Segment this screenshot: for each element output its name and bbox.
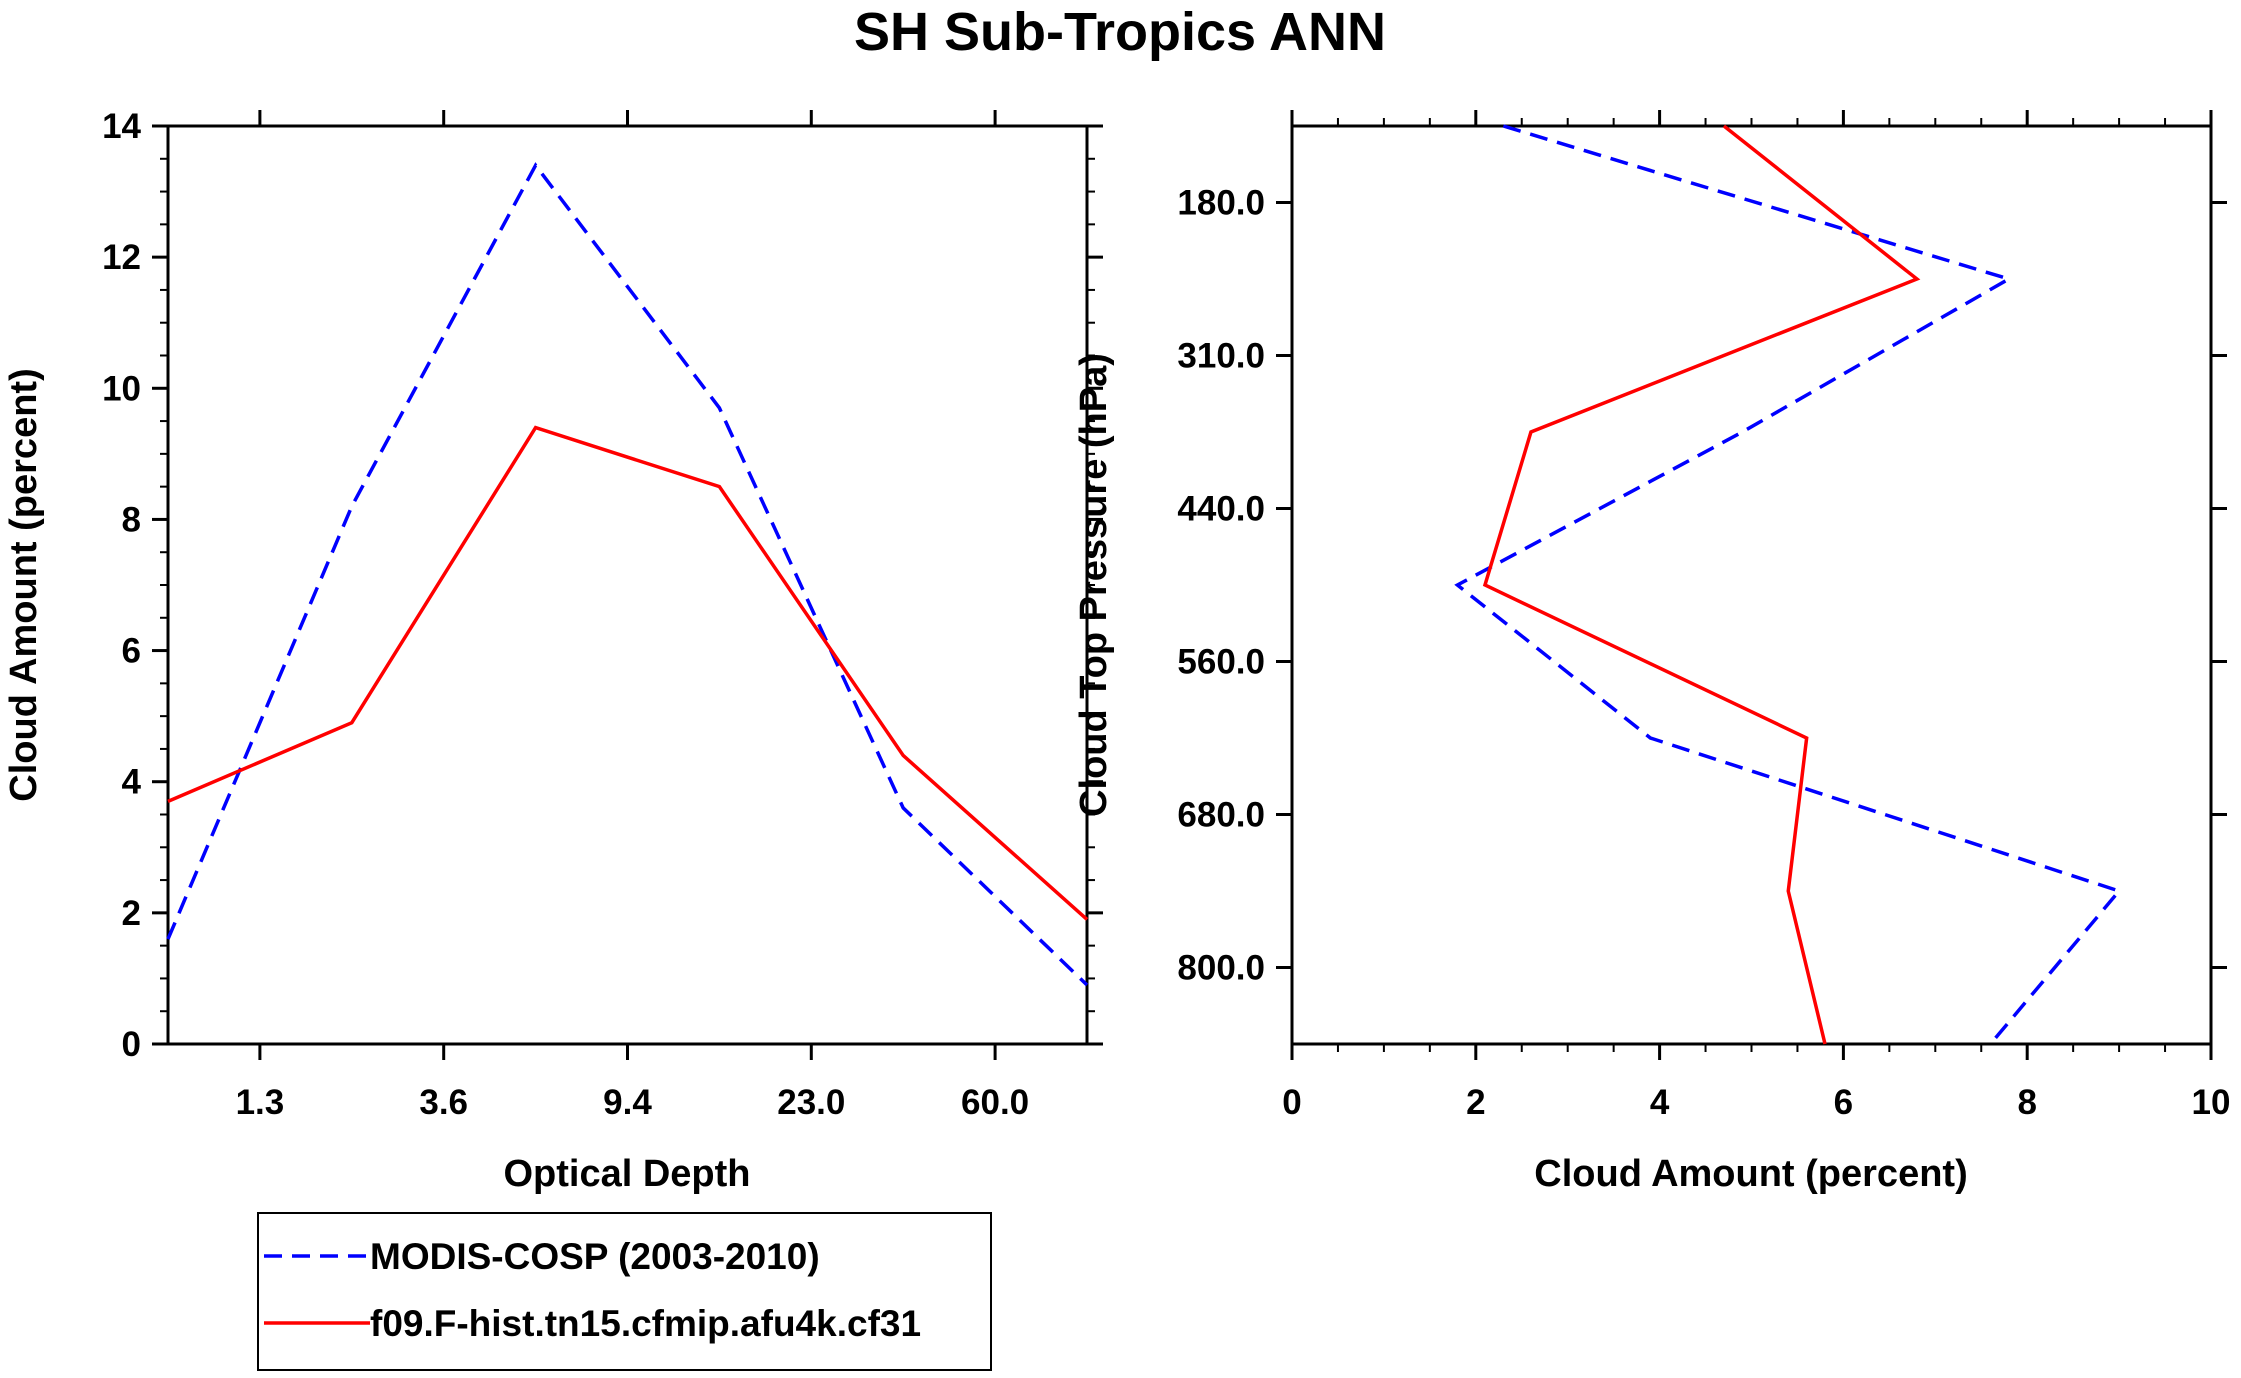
- left-ticks: 0 2 4 6 8 10 12 14 1.3 3.6 9.4 23.0 60.0: [102, 107, 1103, 1122]
- left-series-line-1: [167, 425, 1089, 921]
- left-y-tick-label: 10: [102, 369, 141, 408]
- chart-title: SH Sub-Tropics ANN: [854, 2, 1386, 62]
- right-x-tick-label: 4: [1650, 1083, 1670, 1122]
- left-x-tick-label: 9.4: [603, 1083, 652, 1122]
- left-y-axis-label: Cloud Amount (percent): [3, 368, 45, 801]
- right-lines: [1454, 124, 2123, 1046]
- left-plot-frame: [166, 124, 1089, 1046]
- left-x-tick-label: 23.0: [777, 1083, 845, 1122]
- left-x-tick-label: 3.6: [419, 1083, 468, 1122]
- legend-label-model: f09.F-hist.tn15.cfmip.afu4k.cf31: [370, 1303, 921, 1344]
- right-plot-frame: [1290, 124, 2213, 1046]
- left-y-tick-label: 2: [122, 894, 141, 933]
- right-y-tick-label: 180.0: [1177, 184, 1265, 223]
- right-x-tick-label: 2: [1466, 1083, 1485, 1122]
- right-y-tick-label: 310.0: [1177, 337, 1265, 376]
- right-x-tick-label: 6: [1834, 1083, 1853, 1122]
- left-y-tick-label: 14: [102, 107, 141, 146]
- left-x-tick-label: 1.3: [236, 1083, 285, 1122]
- right-x-tick-label: 10: [2192, 1083, 2231, 1122]
- right-y-tick-label: 680.0: [1177, 796, 1265, 835]
- left-panel: 0 2 4 6 8 10 12 14 1.3 3.6 9.4 23.0 60.0 Optical Dep…: [3, 107, 1103, 1195]
- left-x-tick-label: 60.0: [961, 1083, 1029, 1122]
- left-y-tick-label: 0: [122, 1025, 141, 1064]
- left-series-line-0: [166, 162, 1089, 987]
- left-y-tick-label: 8: [122, 500, 141, 539]
- right-y-tick-label: 440.0: [1177, 490, 1265, 529]
- left-y-tick-label: 6: [122, 632, 141, 671]
- legend-box: [257, 1212, 992, 1371]
- left-lines: [166, 162, 1089, 987]
- right-y-axis-label: Cloud Top Pressure (hPa): [1073, 353, 1115, 817]
- legend: MODIS-COSP (2003-2010) f09.F-hist.tn15.c…: [257, 1212, 992, 1371]
- right-series-line-1: [1482, 124, 1921, 1045]
- left-y-tick-label: 4: [122, 763, 142, 802]
- left-x-axis-label: Optical Depth: [503, 1153, 750, 1195]
- legend-label-modis: MODIS-COSP (2003-2010): [370, 1236, 820, 1277]
- left-y-tick-label: 12: [102, 238, 141, 277]
- right-x-tick-label: 0: [1282, 1083, 1301, 1122]
- right-ticks: 0 2 4 6 8 10 180.0 310.0 440.0 560.0 680.0 800.0: [1177, 110, 2230, 1122]
- right-y-tick-label: 560.0: [1177, 643, 1265, 682]
- right-x-axis-label: Cloud Amount (percent): [1534, 1153, 1967, 1195]
- right-series-line-0: [1454, 124, 2123, 1046]
- right-x-tick-label: 8: [2017, 1083, 2036, 1122]
- right-y-tick-label: 800.0: [1177, 949, 1265, 988]
- right-panel: 0 2 4 6 8 10 180.0 310.0 440.0 560.0 680.0 800.0 Cl…: [1073, 110, 2230, 1195]
